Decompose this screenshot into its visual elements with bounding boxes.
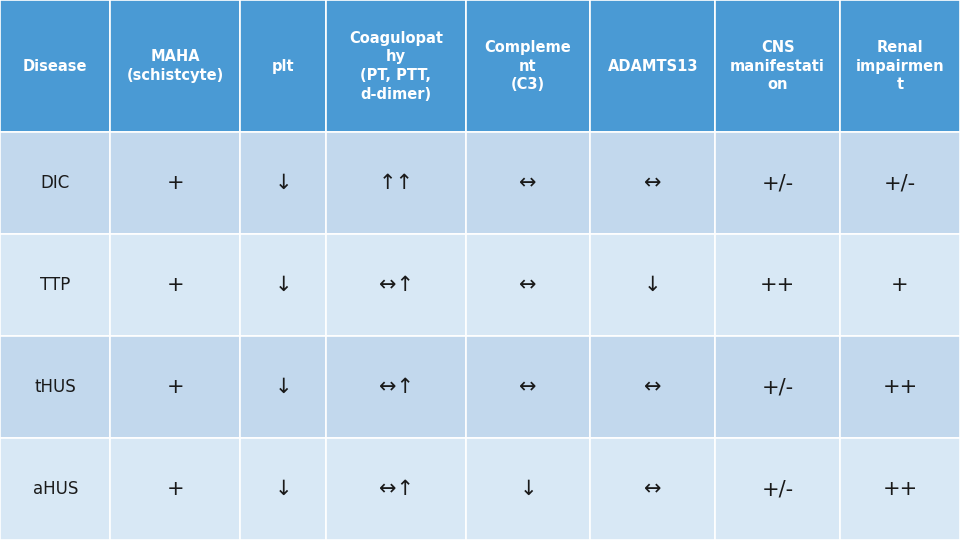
Text: ↓: ↓: [644, 275, 661, 295]
Bar: [590, 132, 715, 234]
Text: DIC: DIC: [40, 174, 70, 192]
Bar: [715, 234, 840, 336]
Text: +: +: [891, 275, 909, 295]
Bar: [715, 438, 840, 540]
Text: TTP: TTP: [40, 276, 70, 294]
Bar: [110, 132, 240, 234]
Bar: [0, 438, 110, 540]
Bar: [840, 0, 960, 132]
Text: +: +: [166, 275, 184, 295]
Text: +: +: [166, 479, 184, 499]
Bar: [840, 234, 960, 336]
Bar: [466, 438, 590, 540]
Text: ↔↑: ↔↑: [378, 479, 414, 499]
Bar: [326, 0, 466, 132]
Text: ↑↑: ↑↑: [378, 173, 414, 193]
Text: ++: ++: [882, 479, 918, 499]
Text: MAHA
(schistcyte): MAHA (schistcyte): [127, 49, 224, 83]
Text: ↔: ↔: [519, 173, 537, 193]
Text: ++: ++: [882, 377, 918, 397]
Text: aHUS: aHUS: [33, 480, 78, 498]
Text: ↓: ↓: [275, 173, 292, 193]
Bar: [466, 234, 590, 336]
Text: +/-: +/-: [761, 377, 794, 397]
Bar: [326, 234, 466, 336]
Bar: [0, 132, 110, 234]
Text: ↓: ↓: [275, 479, 292, 499]
Text: ↔↑: ↔↑: [378, 275, 414, 295]
Text: Renal
impairmen
t: Renal impairmen t: [855, 40, 945, 92]
Bar: [590, 438, 715, 540]
Text: ↔: ↔: [519, 377, 537, 397]
Bar: [840, 438, 960, 540]
Bar: [715, 132, 840, 234]
Text: +/-: +/-: [884, 173, 916, 193]
Text: ↓: ↓: [275, 377, 292, 397]
Bar: [0, 0, 110, 132]
Text: ++: ++: [760, 275, 795, 295]
Bar: [715, 336, 840, 438]
Text: +: +: [166, 173, 184, 193]
Bar: [466, 132, 590, 234]
Bar: [840, 336, 960, 438]
Text: CNS
manifestati
on: CNS manifestati on: [731, 40, 825, 92]
Bar: [110, 336, 240, 438]
Text: Compleme
nt
(C3): Compleme nt (C3): [485, 40, 571, 92]
Bar: [466, 336, 590, 438]
Text: +: +: [166, 377, 184, 397]
Bar: [240, 336, 326, 438]
Text: ↓: ↓: [519, 479, 537, 499]
Text: plt: plt: [272, 59, 295, 73]
Bar: [110, 438, 240, 540]
Bar: [240, 132, 326, 234]
Bar: [466, 0, 590, 132]
Text: ↔: ↔: [519, 275, 537, 295]
Text: +/-: +/-: [761, 479, 794, 499]
Bar: [326, 132, 466, 234]
Bar: [590, 336, 715, 438]
Bar: [240, 234, 326, 336]
Bar: [240, 0, 326, 132]
Text: ↔: ↔: [644, 479, 661, 499]
Text: ↔: ↔: [644, 377, 661, 397]
Bar: [840, 132, 960, 234]
Text: ↓: ↓: [275, 275, 292, 295]
Bar: [110, 0, 240, 132]
Bar: [715, 0, 840, 132]
Text: +/-: +/-: [761, 173, 794, 193]
Text: Disease: Disease: [23, 59, 87, 73]
Bar: [110, 234, 240, 336]
Bar: [0, 336, 110, 438]
Bar: [240, 438, 326, 540]
Text: Coagulopat
hy
(PT, PTT,
d-dimer): Coagulopat hy (PT, PTT, d-dimer): [349, 31, 443, 102]
Text: ↔↑: ↔↑: [378, 377, 414, 397]
Bar: [590, 0, 715, 132]
Bar: [326, 336, 466, 438]
Bar: [590, 234, 715, 336]
Text: ↔: ↔: [644, 173, 661, 193]
Bar: [326, 438, 466, 540]
Text: tHUS: tHUS: [35, 378, 76, 396]
Bar: [0, 234, 110, 336]
Text: ADAMTS13: ADAMTS13: [608, 59, 698, 73]
